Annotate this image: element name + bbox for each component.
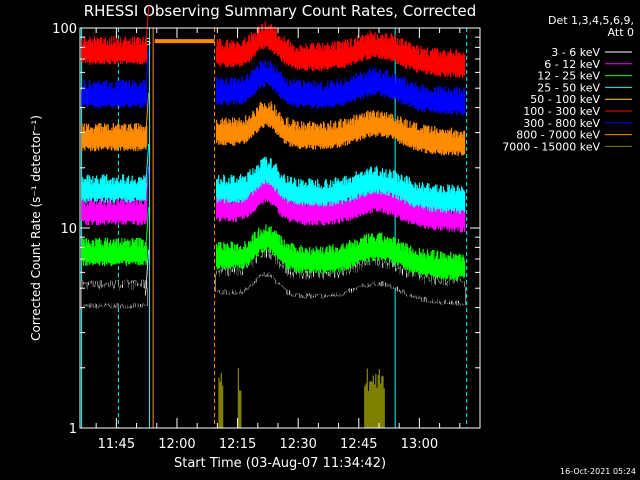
trace-7-segB: [216, 101, 466, 157]
trace-5-segB: [216, 21, 466, 78]
flag-label-s: S: [145, 37, 151, 48]
y-tick-label-0: 1: [69, 422, 77, 437]
detector-info-line1: Det 1,3,4,5,6,9,: [548, 14, 634, 27]
flank-1: [144, 166, 150, 213]
axes-layer: 1 10 100 11:45 12:00 12:15 12:30 12:45 13:00: [52, 22, 481, 452]
trace-6-segA: [81, 79, 148, 109]
legend-label-2: 12 - 25 keV: [537, 70, 600, 83]
timestamp: 16-Oct-2021 05:24: [560, 467, 636, 476]
flank-2: [144, 206, 150, 254]
y-tick-label-1: 10: [60, 222, 77, 237]
trace-2-segA: [81, 237, 148, 267]
legend-label-6: 300 - 800 keV: [523, 117, 600, 130]
trace-3-segB: [216, 156, 466, 214]
spikes-olive-2: [364, 368, 385, 428]
legend-label-0: 3 - 6 keV: [551, 46, 600, 59]
data-layer: NS: [80, 5, 468, 428]
flank-5: [144, 5, 150, 52]
legend-label-4: 50 - 100 keV: [530, 93, 600, 106]
x-tick-label-1: 12:00: [158, 437, 195, 452]
spikes-olive-0: [218, 372, 224, 428]
trace-1-segA: [81, 196, 148, 226]
flank-7: [144, 92, 150, 139]
spikes-olive-1: [237, 367, 242, 428]
x-axis-label: Start Time (03-Aug-07 11:34:42): [174, 456, 386, 471]
y-tick-label-2: 100: [52, 22, 77, 37]
x-tick-label-2: 12:15: [219, 437, 256, 452]
detector-info-line2: Att 0: [608, 26, 634, 39]
x-tick-label-0: 11:45: [98, 437, 135, 452]
legend-label-5: 100 - 300 keV: [523, 105, 600, 118]
y-axis-label: Corrected Count Rate (s⁻¹ detector⁻¹): [29, 115, 43, 341]
trace-0-segB: [216, 248, 466, 306]
legend-label-8: 7000 - 15000 keV: [502, 140, 600, 153]
chart-title: RHESSI Observing Summary Count Rates, Co…: [84, 2, 477, 20]
trace-2-segB: [216, 224, 466, 280]
flank-6: [144, 49, 150, 96]
trace-0-segA: [81, 279, 148, 309]
legend-label-1: 6 - 12 keV: [544, 58, 600, 71]
trace-3-segA: [81, 174, 148, 203]
flank-3: [144, 143, 150, 190]
x-tick-label-3: 12:30: [279, 437, 316, 452]
legend-label-7: 800 - 7000 keV: [516, 129, 600, 142]
trace-6-segB: [216, 59, 466, 116]
trace-7-segA: [81, 122, 148, 152]
trace-5-segA: [81, 36, 148, 65]
legend-label-3: 25 - 50 keV: [537, 81, 600, 94]
trace-1-segB: [216, 175, 466, 233]
x-tick-label-5: 13:00: [401, 437, 438, 452]
x-tick-label-4: 12:45: [340, 437, 377, 452]
flank-0: [144, 249, 150, 296]
